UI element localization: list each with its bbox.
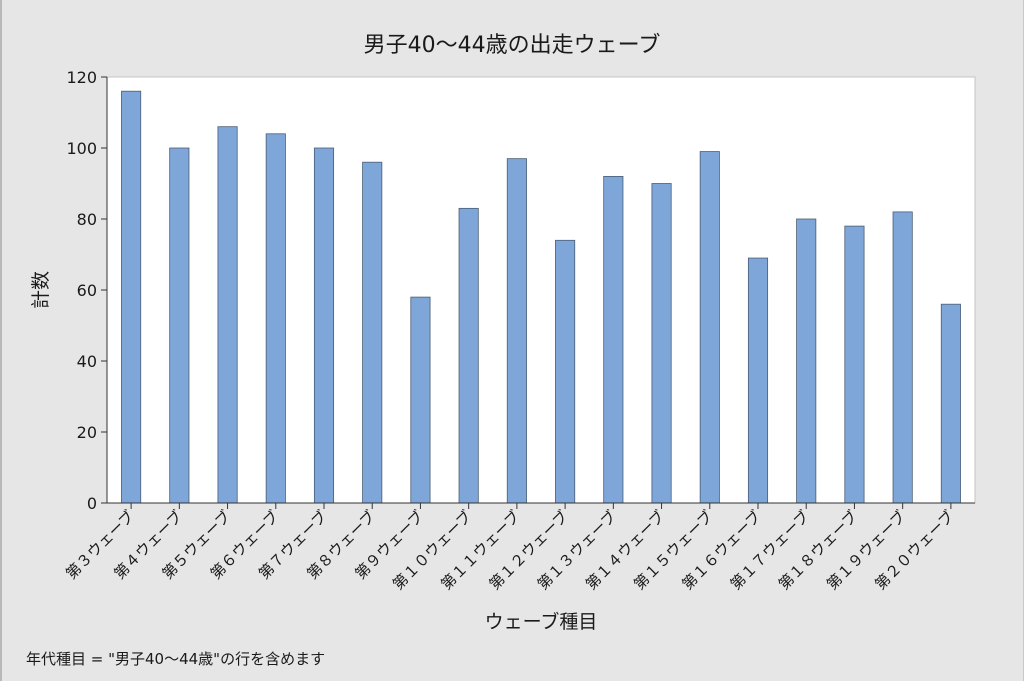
plot-area <box>106 76 976 504</box>
y-tick-label: 60 <box>77 281 97 300</box>
y-axis-title: 計数 <box>30 271 52 309</box>
chart-title: 男子40〜44歳の出走ウェーブ <box>364 33 661 58</box>
x-axis-title: ウェーブ種目 <box>485 610 598 633</box>
y-tick-label: 80 <box>77 210 97 229</box>
bar <box>121 90 142 504</box>
bar <box>747 257 769 504</box>
bar <box>506 158 527 504</box>
bar <box>796 218 817 504</box>
bar <box>892 211 913 504</box>
bar <box>844 225 865 504</box>
bar <box>651 183 672 504</box>
y-tick-label: 20 <box>77 423 97 442</box>
bar <box>410 296 431 504</box>
bar <box>699 151 720 504</box>
bar <box>603 175 624 504</box>
bar <box>265 133 286 504</box>
y-axis: 0 20 40 60 80 100 120 <box>66 68 108 513</box>
y-tick-label: 0 <box>87 494 97 513</box>
bar <box>940 303 961 504</box>
y-tick-label: 120 <box>66 68 97 87</box>
bar-series <box>121 90 961 504</box>
y-tick-label: 40 <box>77 352 97 371</box>
x-axis: 第３ウェーブ第４ウェーブ第５ウェーブ第６ウェーブ第７ウェーブ第８ウェーブ第９ウェ… <box>62 502 975 593</box>
bar <box>555 239 576 504</box>
footnote: 年代種目 = "男子40〜44歳"の行を含めます <box>26 650 326 668</box>
bar <box>217 126 238 504</box>
bar <box>169 147 190 504</box>
bar <box>362 161 383 504</box>
bar <box>458 207 479 504</box>
bar <box>313 147 335 504</box>
y-tick-label: 100 <box>66 139 97 158</box>
